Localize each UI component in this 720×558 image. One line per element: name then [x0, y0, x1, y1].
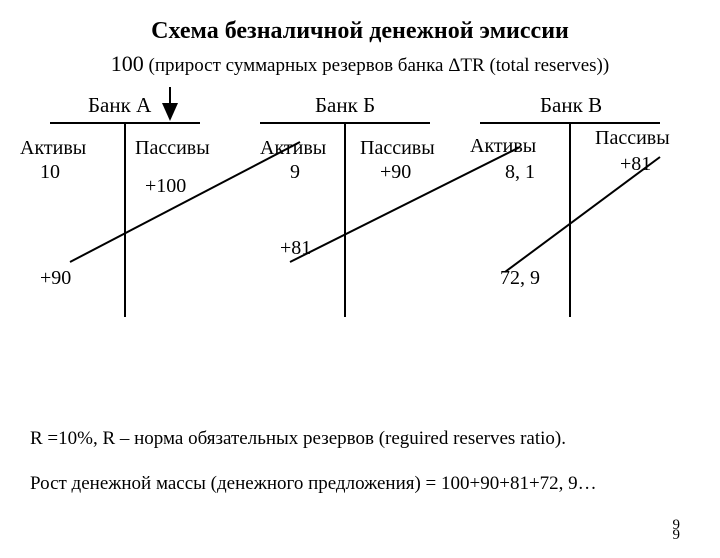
bank-c-extra: 72, 9 — [500, 267, 540, 290]
bank-c-liab-val: +81 — [620, 153, 651, 176]
emission-diagram: Банк А Активы 10 Пассивы +100 +90 Банк Б… — [0, 87, 720, 367]
bank-a-name: Банк А — [88, 93, 151, 118]
diagram-title: Схема безналичной денежной эмиссии — [0, 18, 720, 45]
subtitle-amount: 100 — [111, 51, 144, 76]
bank-b-extra: +81 — [280, 237, 311, 260]
bank-b-liab-label: Пассивы — [360, 137, 435, 160]
bank-a-extra: +90 — [40, 267, 71, 290]
bank-b-assets-label: Активы — [260, 137, 326, 160]
bank-a-assets-label: Активы — [20, 137, 86, 160]
bank-a-liab-val: +100 — [145, 175, 186, 198]
bank-c-name: Банк В — [540, 93, 602, 118]
subtitle-rest: (прирост суммарных резервов банка ΔTR (t… — [144, 55, 609, 76]
bank-b-assets-val: 9 — [290, 161, 300, 184]
bank-a-liab-label: Пассивы — [135, 137, 210, 160]
bank-c-liab-label: Пассивы — [595, 127, 670, 150]
footer-line-2: Рост денежной массы (денежного предложен… — [30, 473, 597, 495]
bank-a-assets-val: 10 — [40, 161, 60, 184]
diagram-subtitle: 100 (прирост суммарных резервов банка ΔT… — [0, 51, 720, 77]
bank-c-assets-val: 8, 1 — [505, 161, 535, 184]
bank-b-liab-val: +90 — [380, 161, 411, 184]
page-number: 9 9 — [673, 520, 681, 540]
footer-line-1: R =10%, R – норма обязательных резервов … — [30, 428, 566, 450]
bank-b-name: Банк Б — [315, 93, 375, 118]
bank-c-assets-label: Активы — [470, 135, 536, 158]
